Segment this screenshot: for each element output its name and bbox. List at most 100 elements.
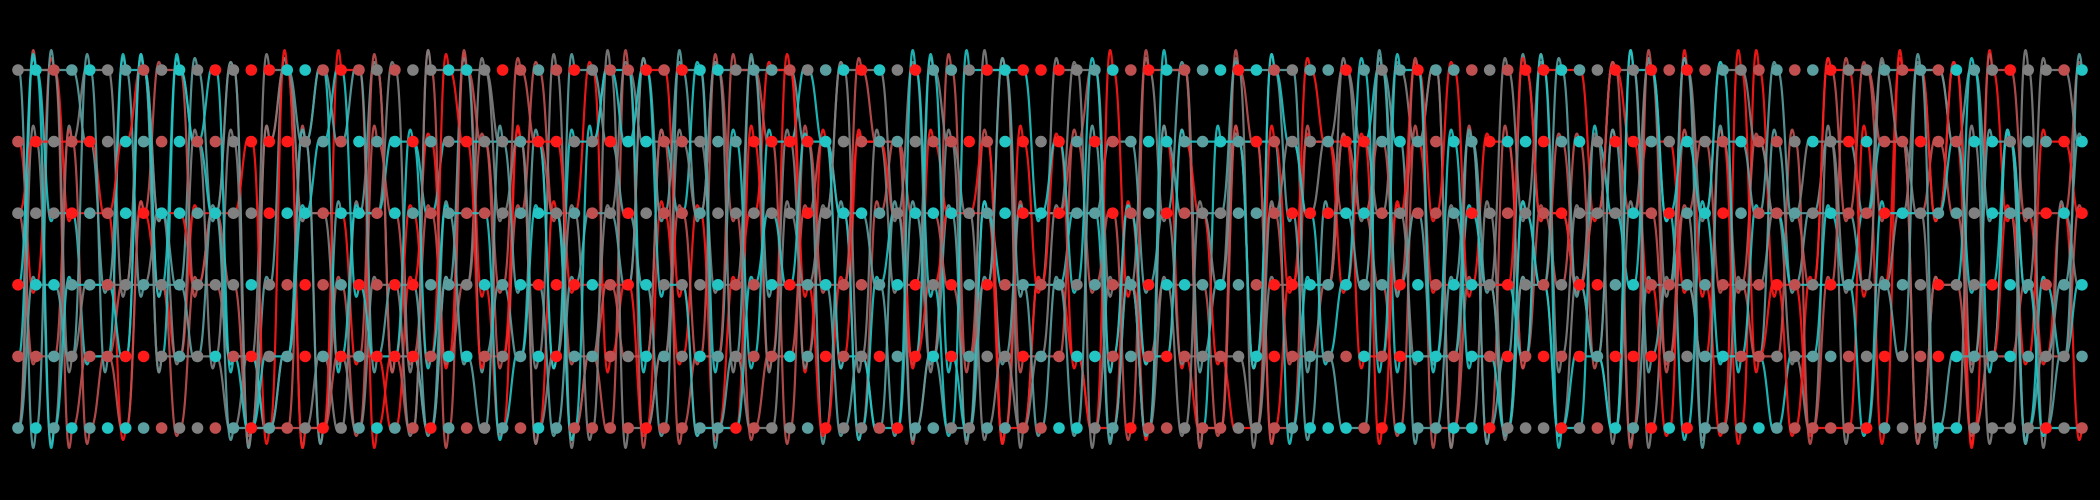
grid-dot: [604, 64, 617, 76]
grid-dot: [1466, 422, 1478, 434]
grid-dot: [1160, 422, 1173, 434]
grid-dot: [999, 279, 1011, 291]
grid-dot: [155, 350, 168, 363]
grid-dot: [1609, 64, 1622, 76]
grid-dot: [48, 135, 60, 148]
grid-dot: [137, 207, 150, 219]
grid-dot: [1268, 135, 1281, 148]
grid-dot: [2058, 279, 2070, 291]
grid-dot: [694, 350, 706, 363]
grid-dot: [1430, 135, 1442, 148]
grid-dot: [407, 279, 419, 291]
grid-dot: [1807, 350, 1819, 363]
grid-dot: [1591, 422, 1604, 434]
grid-dot: [927, 135, 940, 148]
grid-dot: [784, 279, 796, 291]
grid-dot: [676, 350, 688, 363]
grid-dot: [1214, 135, 1227, 148]
grid-dot: [1430, 64, 1442, 76]
grid-dot: [1286, 350, 1299, 363]
grid-dot: [873, 350, 886, 363]
grid-dot: [748, 350, 760, 363]
grid-dot: [1968, 135, 1981, 148]
grid-dot: [1860, 64, 1873, 76]
grid-dot: [2076, 207, 2088, 219]
grid-dot: [1142, 279, 1155, 291]
grid-dot: [1537, 64, 1550, 76]
grid-dot: [2022, 350, 2034, 363]
grid-dot: [1878, 135, 1891, 148]
grid-dot: [766, 422, 778, 434]
grid-dot: [640, 350, 652, 363]
grid-dot: [1878, 64, 1891, 76]
grid-dot: [84, 135, 96, 148]
grid-dot: [1089, 422, 1101, 434]
grid-dot: [1340, 64, 1352, 76]
grid-dot: [407, 135, 419, 148]
grid-dot: [425, 207, 437, 219]
grid-dot: [1268, 207, 1281, 219]
grid-dot: [191, 135, 204, 148]
grid-dot: [1071, 422, 1083, 434]
grid-dot: [1089, 279, 1101, 291]
grid-dot: [1089, 135, 1101, 148]
grid-dot: [119, 64, 132, 76]
grid-dot: [227, 135, 240, 148]
grid-dot: [909, 207, 922, 219]
grid-dot: [1501, 350, 1514, 363]
grid-dot: [712, 350, 724, 363]
grid-dot: [425, 279, 437, 291]
grid-dot: [496, 279, 509, 291]
grid-dot: [568, 350, 581, 363]
grid-dot: [1968, 64, 1981, 76]
grid-dot: [119, 279, 132, 291]
grid-dot: [1537, 207, 1550, 219]
grid-dot: [1860, 207, 1873, 219]
grid-dot: [658, 422, 670, 434]
grid-dot: [1466, 207, 1478, 219]
grid-dot: [353, 350, 365, 363]
grid-dot: [2058, 135, 2070, 148]
grid-dot: [245, 279, 258, 291]
grid-dot: [1322, 207, 1334, 219]
grid-dot: [1196, 279, 1209, 291]
grid-dot: [335, 207, 347, 219]
grid-dot: [1986, 350, 1999, 363]
grid-dot: [1394, 279, 1406, 291]
grid-dot: [1035, 135, 1047, 148]
grid-dot: [1358, 350, 1370, 363]
grid-dot: [1125, 422, 1137, 434]
grid-dot: [1232, 350, 1245, 363]
grid-dot: [48, 422, 60, 434]
grid-dot: [30, 279, 42, 291]
grid-dot: [1035, 279, 1047, 291]
grid-dot: [999, 207, 1011, 219]
grid-dot: [1807, 207, 1819, 219]
grid-dot: [1430, 207, 1442, 219]
grid-dot: [1663, 135, 1675, 148]
grid-dot: [1896, 64, 1909, 76]
grid-dot: [263, 422, 276, 434]
grid-dot: [550, 279, 563, 291]
grid-dot: [568, 64, 581, 76]
grid-dot: [532, 135, 545, 148]
grid-dot: [1142, 422, 1155, 434]
grid-dot: [784, 207, 796, 219]
grid-dot: [1807, 135, 1819, 148]
grid-dot: [2022, 422, 2034, 434]
grid-dot: [407, 207, 419, 219]
grid-dot: [425, 350, 437, 363]
grid-dot: [299, 422, 312, 434]
grid-dot: [1017, 279, 1029, 291]
grid-dot: [1735, 64, 1747, 76]
grid-dot: [155, 279, 168, 291]
grid-dot: [1071, 279, 1083, 291]
grid-dot: [1735, 350, 1747, 363]
grid-dot: [1986, 422, 1999, 434]
grid-dot: [2040, 135, 2052, 148]
grid-dot: [1448, 279, 1460, 291]
grid-dot: [873, 207, 886, 219]
grid-dot: [1986, 279, 1999, 291]
grid-dot: [2040, 64, 2052, 76]
grid-dot: [801, 422, 814, 434]
